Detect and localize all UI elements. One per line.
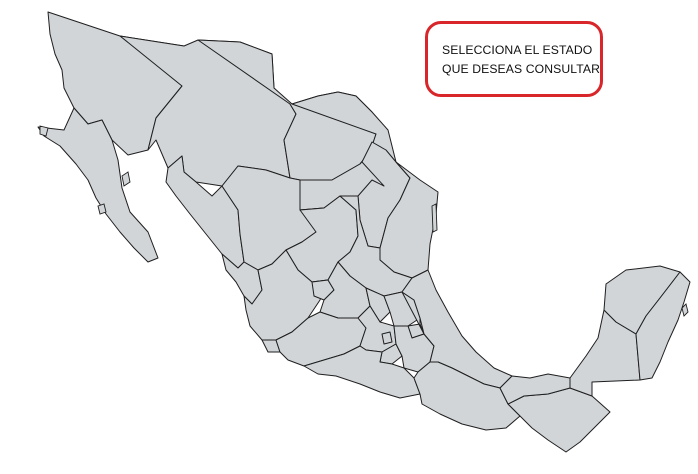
state-quintana-roo[interactable] xyxy=(635,271,691,381)
island-gulf-baja xyxy=(97,203,107,215)
state-puebla[interactable] xyxy=(393,291,435,373)
island-cedros xyxy=(39,125,49,137)
state-guerrero[interactable] xyxy=(303,345,421,399)
state-ciudad-de-mexico[interactable] xyxy=(381,331,393,345)
island-cozumel xyxy=(681,303,689,317)
state-chiapas[interactable] xyxy=(507,387,611,453)
instruction-callout: SELECCIONA EL ESTADO QUE DESEAS CONSULTA… xyxy=(425,21,603,97)
island-tamaulipas-lagoon xyxy=(431,203,438,233)
callout-line-1: SELECCIONA EL ESTADO xyxy=(442,43,593,57)
island-tiburon xyxy=(121,171,131,187)
state-baja-california-sur[interactable] xyxy=(37,107,159,263)
callout-line-2: QUE DESEAS CONSULTAR xyxy=(442,62,600,76)
